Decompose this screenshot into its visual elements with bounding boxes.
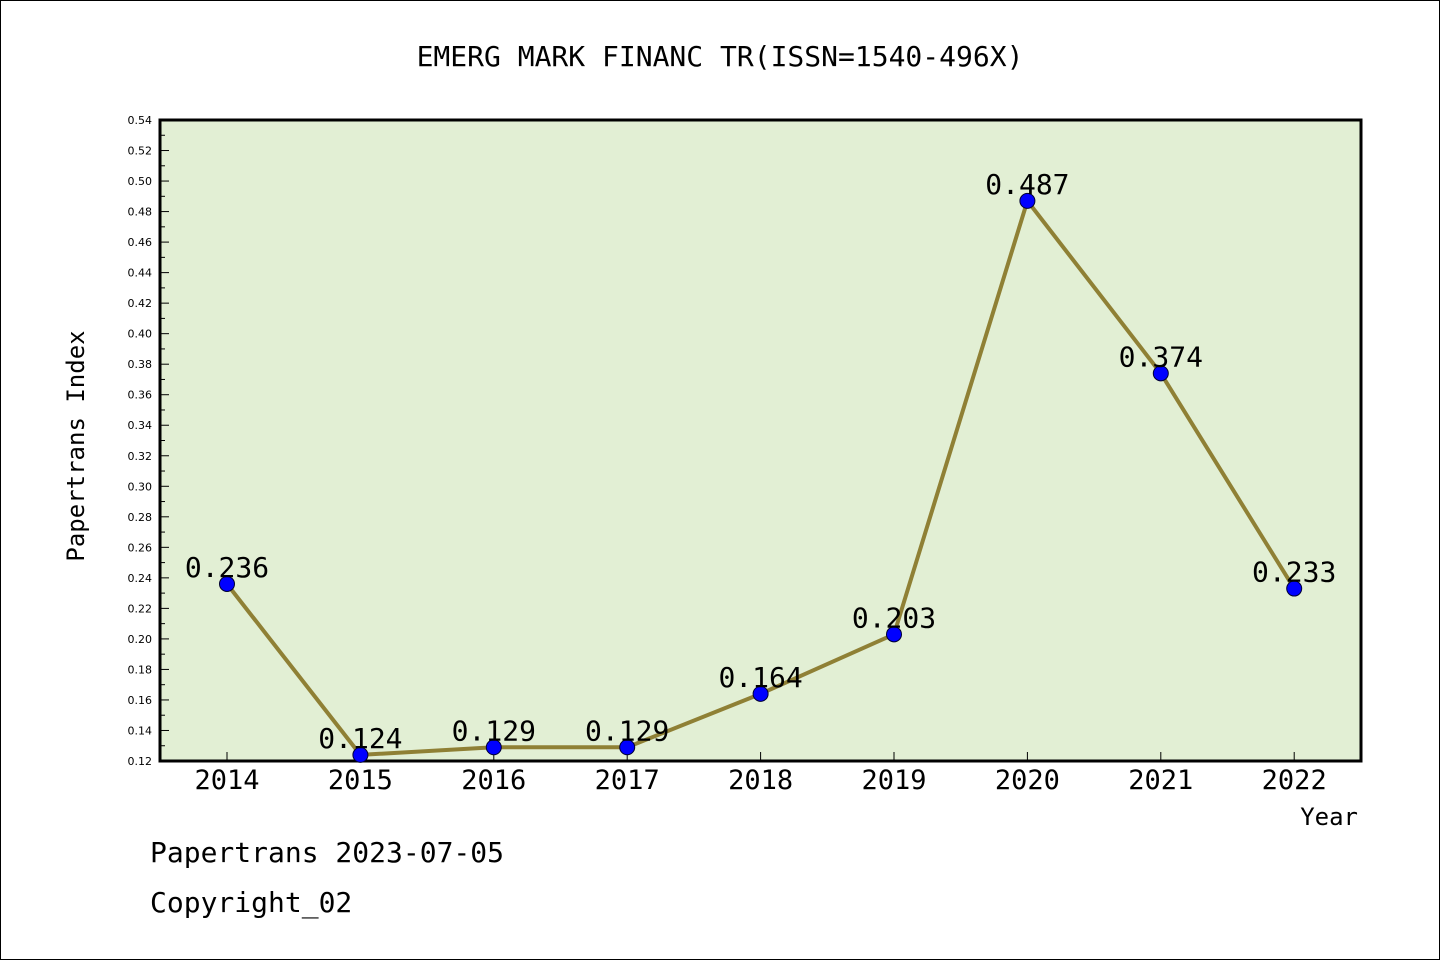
copyright-caption: Copyright_02 [150,886,353,919]
y-tick-label: 0.50 [128,175,153,188]
y-tick-label: 0.46 [128,236,153,249]
y-tick-label: 0.18 [128,663,153,676]
data-label: 0.233 [1252,556,1336,589]
y-tick-label: 0.26 [128,541,153,554]
x-tick-label: 2014 [194,765,259,796]
y-tick-label: 0.22 [128,602,153,615]
plot-area [158,118,1363,763]
chart-title: EMERG MARK FINANC TR(ISSN=1540-496X) [417,40,1024,73]
data-point [619,739,636,756]
x-tick-label: 2019 [861,765,926,796]
series-layer: 0.236 0.124 0.129 0.129 0.164 0.203 0.487 0.374… [185,168,1336,763]
data-label: 0.236 [185,551,269,584]
data-point [352,746,369,763]
data-point [1286,580,1303,597]
y-axis: 0.12 0.14 0.16 0.18 0.20 0.22 0.24 0.26 0.28 0.30… [128,114,169,768]
y-tick-label: 0.52 [128,145,153,158]
data-label: 0.129 [585,714,669,747]
data-point [1152,365,1169,382]
x-axis-label: Year [1300,803,1358,831]
data-label: 0.487 [985,168,1069,201]
y-tick-label: 0.20 [128,633,153,646]
x-tick-label: 2022 [1262,765,1327,796]
data-label: 0.374 [1119,340,1203,373]
y-tick-label: 0.38 [128,358,153,371]
source-caption: Papertrans 2023-07-05 [150,836,505,869]
y-tick-label: 0.42 [128,297,153,310]
y-tick-label: 0.48 [128,206,153,219]
data-label: 0.129 [452,714,536,747]
data-point [752,685,769,702]
y-tick-label: 0.12 [128,755,153,768]
y-tick-label: 0.14 [128,724,153,737]
data-label: 0.164 [718,661,802,694]
data-label: 0.124 [318,722,402,755]
x-tick-label: 2017 [595,765,660,796]
y-axis-label: Papertrans Index [62,330,90,561]
y-tick-label: 0.54 [128,114,153,127]
data-point [485,739,502,756]
x-tick-label: 2021 [1128,765,1193,796]
data-point [1019,192,1036,209]
y-tick-label: 0.30 [128,480,153,493]
x-tick-label: 2020 [995,765,1060,796]
y-tick-label: 0.24 [128,572,153,585]
x-axis: 2014 2015 2016 2017 2018 2019 2020 2021 2022 [194,752,1327,796]
y-tick-label: 0.44 [128,267,153,280]
data-label: 0.203 [852,601,936,634]
y-tick-label: 0.40 [128,328,153,341]
y-tick-label: 0.28 [128,511,153,524]
x-tick-label: 2016 [461,765,526,796]
data-point [886,626,902,643]
y-tick-label: 0.36 [128,389,153,402]
data-point [219,575,235,592]
y-tick-label: 0.32 [128,450,153,463]
x-tick-label: 2018 [728,765,793,796]
y-tick-label: 0.16 [128,694,153,707]
x-tick-label: 2015 [328,765,393,796]
y-tick-label: 0.34 [128,419,153,432]
